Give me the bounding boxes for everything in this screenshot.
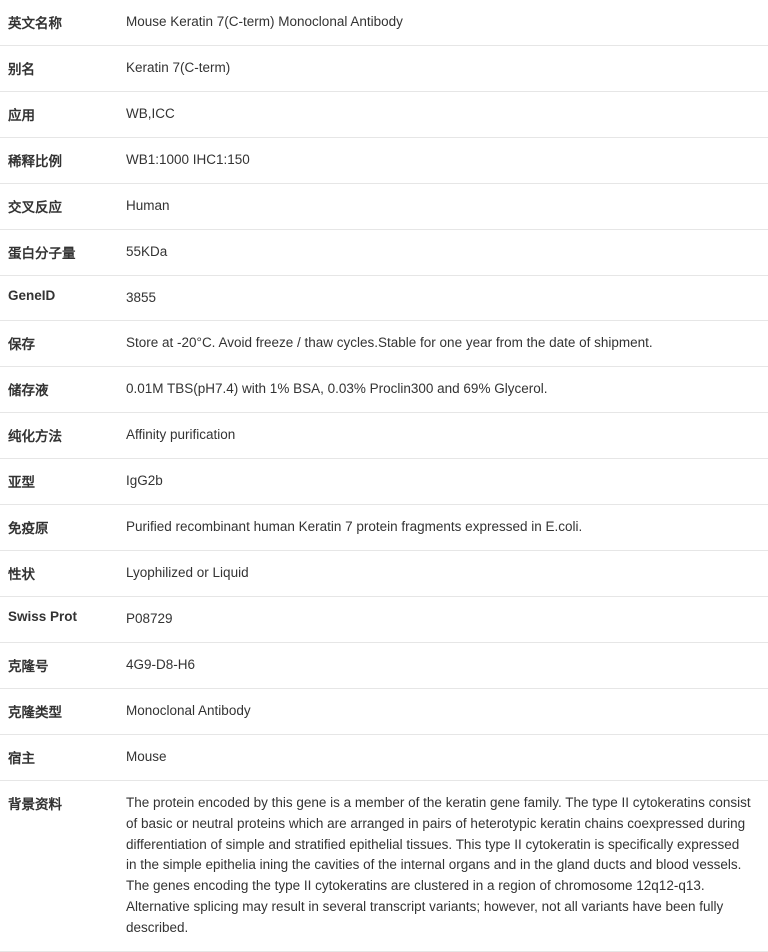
spec-label: 亚型 bbox=[8, 471, 126, 491]
spec-row: 保存Store at -20°C. Avoid freeze / thaw cy… bbox=[0, 321, 768, 367]
spec-value: 55KDa bbox=[126, 242, 760, 263]
spec-row: 克隆号4G9-D8-H6 bbox=[0, 643, 768, 689]
spec-value: The protein encoded by this gene is a me… bbox=[126, 793, 760, 939]
spec-value: 4G9-D8-H6 bbox=[126, 655, 760, 676]
spec-row: 蛋白分子量55KDa bbox=[0, 230, 768, 276]
spec-row: 亚型IgG2b bbox=[0, 459, 768, 505]
spec-row: 交叉反应Human bbox=[0, 184, 768, 230]
spec-row: 应用WB,ICC bbox=[0, 92, 768, 138]
spec-value: IgG2b bbox=[126, 471, 760, 492]
spec-row: 克隆类型Monoclonal Antibody bbox=[0, 689, 768, 735]
spec-label: 交叉反应 bbox=[8, 196, 126, 216]
spec-label: 性状 bbox=[8, 563, 126, 583]
spec-value: P08729 bbox=[126, 609, 760, 630]
spec-row: 免疫原Purified recombinant human Keratin 7 … bbox=[0, 505, 768, 551]
spec-label: 克隆号 bbox=[8, 655, 126, 675]
spec-value: WB,ICC bbox=[126, 104, 760, 125]
spec-row: 稀释比例WB1:1000 IHC1:150 bbox=[0, 138, 768, 184]
spec-table: 英文名称Mouse Keratin 7(C-term) Monoclonal A… bbox=[0, 0, 768, 952]
spec-label: 宿主 bbox=[8, 747, 126, 767]
spec-label: 免疫原 bbox=[8, 517, 126, 537]
spec-label: 应用 bbox=[8, 104, 126, 124]
spec-label: 保存 bbox=[8, 333, 126, 353]
spec-row: 性状Lyophilized or Liquid bbox=[0, 551, 768, 597]
spec-label: 稀释比例 bbox=[8, 150, 126, 170]
spec-value: Monoclonal Antibody bbox=[126, 701, 760, 722]
spec-label: 储存液 bbox=[8, 379, 126, 399]
spec-row: Swiss ProtP08729 bbox=[0, 597, 768, 643]
spec-row: 别名Keratin 7(C-term) bbox=[0, 46, 768, 92]
spec-value: Affinity purification bbox=[126, 425, 760, 446]
spec-value: Mouse bbox=[126, 747, 760, 768]
spec-label: 纯化方法 bbox=[8, 425, 126, 445]
spec-label: 背景资料 bbox=[8, 793, 126, 813]
spec-label: GeneID bbox=[8, 288, 126, 303]
spec-value: Mouse Keratin 7(C-term) Monoclonal Antib… bbox=[126, 12, 760, 33]
spec-value: WB1:1000 IHC1:150 bbox=[126, 150, 760, 171]
spec-value: 0.01M TBS(pH7.4) with 1% BSA, 0.03% Proc… bbox=[126, 379, 760, 400]
spec-value: 3855 bbox=[126, 288, 760, 309]
spec-label: 英文名称 bbox=[8, 12, 126, 32]
spec-value: Lyophilized or Liquid bbox=[126, 563, 760, 584]
spec-value: Keratin 7(C-term) bbox=[126, 58, 760, 79]
spec-row: 宿主Mouse bbox=[0, 735, 768, 781]
spec-value: Store at -20°C. Avoid freeze / thaw cycl… bbox=[126, 333, 760, 354]
spec-row: 背景资料The protein encoded by this gene is … bbox=[0, 781, 768, 952]
spec-label: Swiss Prot bbox=[8, 609, 126, 624]
spec-value: Human bbox=[126, 196, 760, 217]
spec-row: 英文名称Mouse Keratin 7(C-term) Monoclonal A… bbox=[0, 0, 768, 46]
spec-label: 蛋白分子量 bbox=[8, 242, 126, 262]
spec-row: GeneID3855 bbox=[0, 276, 768, 322]
spec-row: 储存液0.01M TBS(pH7.4) with 1% BSA, 0.03% P… bbox=[0, 367, 768, 413]
spec-label: 别名 bbox=[8, 58, 126, 78]
spec-row: 纯化方法Affinity purification bbox=[0, 413, 768, 459]
spec-value: Purified recombinant human Keratin 7 pro… bbox=[126, 517, 760, 538]
spec-label: 克隆类型 bbox=[8, 701, 126, 721]
